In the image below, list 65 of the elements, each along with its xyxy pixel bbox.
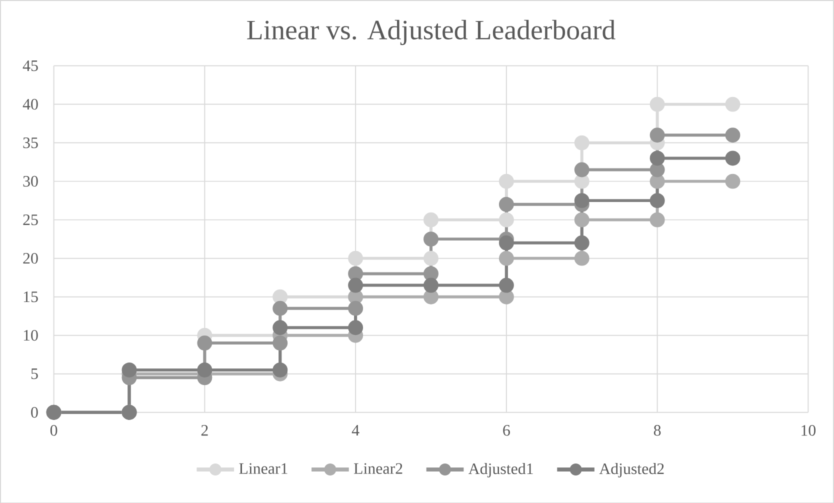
point	[272, 320, 288, 335]
point	[424, 266, 438, 281]
chart-title: Linear vs. Adjusted Leaderboard	[247, 20, 616, 45]
point	[574, 235, 590, 250]
point	[272, 300, 288, 316]
point	[650, 192, 665, 208]
point	[272, 362, 288, 378]
y-tick-label: 35	[23, 137, 38, 148]
x-tick-label: 10	[802, 424, 816, 436]
point	[424, 278, 438, 293]
y-tick-label: 45	[22, 60, 38, 71]
y-tick-label: 15	[24, 291, 38, 302]
y-tick-label: 0	[31, 406, 38, 418]
point	[348, 320, 364, 335]
point	[574, 212, 590, 228]
point	[424, 250, 438, 266]
point	[424, 231, 438, 246]
point	[424, 212, 438, 228]
point	[650, 162, 665, 178]
legend-label: Linear1	[239, 462, 288, 474]
x-tick-label: 2	[201, 424, 208, 436]
y-tick-label: 30	[23, 176, 38, 186]
y-tick-label: 10	[24, 330, 38, 340]
point	[498, 174, 514, 189]
point	[197, 335, 212, 350]
point	[498, 250, 514, 266]
point	[122, 362, 137, 378]
point	[424, 289, 438, 304]
point	[725, 96, 740, 112]
point	[725, 127, 740, 142]
x-tick-label: 8	[654, 424, 661, 436]
legend-label: Linear2	[354, 462, 402, 474]
point	[650, 212, 665, 228]
point	[650, 174, 665, 189]
point	[498, 289, 514, 304]
x-tick-label: 0	[50, 424, 58, 436]
point	[348, 250, 364, 266]
point	[197, 362, 212, 378]
point	[725, 174, 740, 189]
legend-label: Adjusted1	[468, 462, 533, 478]
y-tick-label: 25	[23, 214, 38, 225]
y-tick-label: 5	[31, 368, 38, 379]
point	[574, 135, 590, 150]
point	[348, 278, 364, 293]
point	[272, 289, 288, 304]
point	[498, 235, 514, 250]
point	[725, 150, 740, 166]
point	[348, 266, 364, 281]
y-tick-label: 20	[23, 252, 38, 264]
point	[650, 96, 665, 112]
x-tick-label: 6	[503, 424, 510, 436]
point	[574, 192, 590, 208]
point	[574, 250, 590, 266]
point	[498, 212, 514, 228]
point	[574, 174, 590, 189]
point	[498, 278, 514, 293]
x-tick-label: 4	[352, 424, 360, 436]
y-tick-label: 40	[22, 98, 38, 110]
point	[348, 300, 364, 316]
point	[574, 162, 590, 178]
legend-label: Adjusted2	[599, 462, 664, 478]
point	[498, 196, 514, 212]
point	[272, 335, 288, 350]
point	[650, 150, 665, 166]
point	[650, 127, 665, 142]
